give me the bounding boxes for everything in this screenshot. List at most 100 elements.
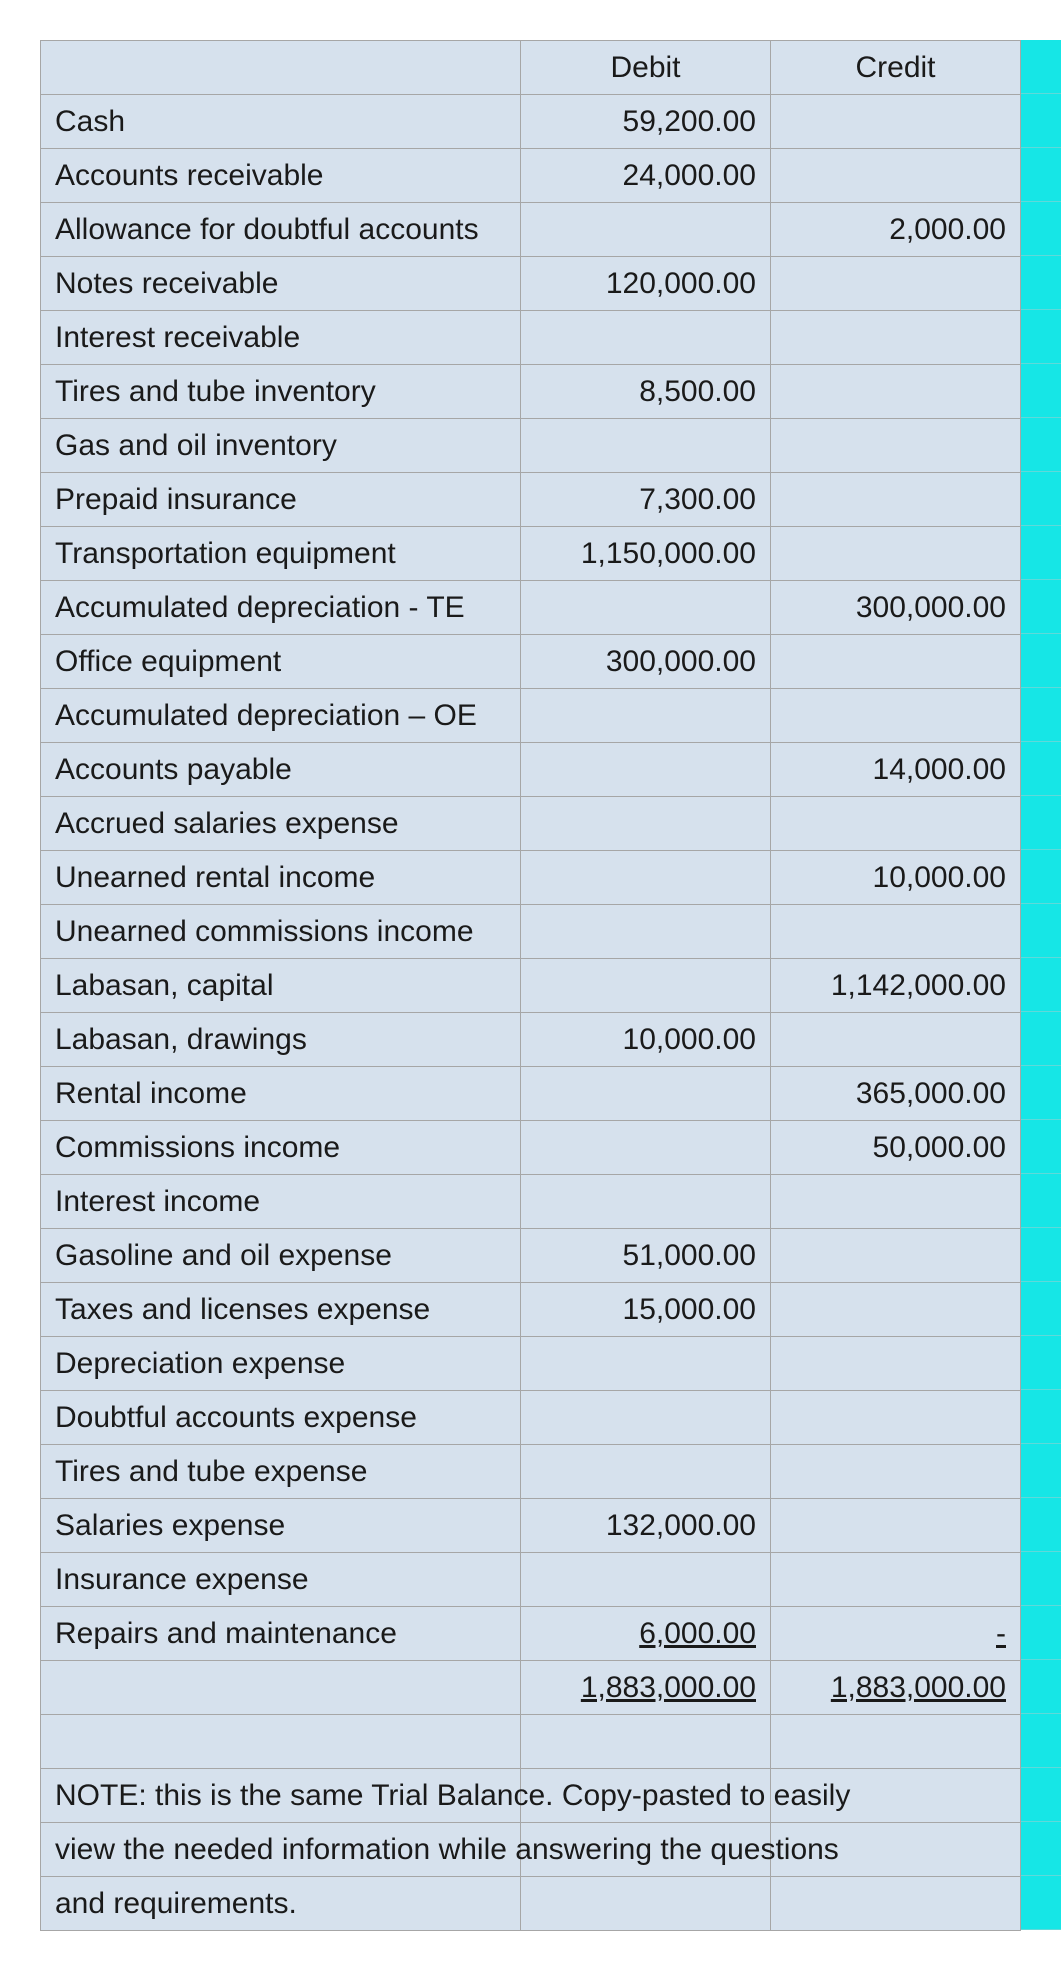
debit-cell: 15,000.00 xyxy=(521,1283,771,1337)
edge-cell xyxy=(1021,742,1061,796)
account-cell: Labasan, drawings xyxy=(41,1013,521,1067)
note-cell: view the needed information while answer… xyxy=(41,1823,521,1877)
account-cell: Commissions income xyxy=(41,1121,521,1175)
credit-cell xyxy=(771,797,1021,851)
credit-cell: 14,000.00 xyxy=(771,743,1021,797)
debit-cell: 59,200.00 xyxy=(521,95,771,149)
debit-cell xyxy=(521,905,771,959)
credit-cell xyxy=(771,419,1021,473)
account-cell: Repairs and maintenance xyxy=(41,1607,521,1661)
debit-cell: 24,000.00 xyxy=(521,149,771,203)
debit-cell xyxy=(521,1391,771,1445)
credit-cell xyxy=(771,365,1021,419)
credit-cell xyxy=(771,1337,1021,1391)
edge-cell xyxy=(1021,904,1061,958)
table-row: Transportation equipment1,150,000.00 xyxy=(41,527,1021,581)
debit-cell xyxy=(521,311,771,365)
edge-cell xyxy=(1021,634,1061,688)
debit-cell xyxy=(521,743,771,797)
note-text: NOTE: this is the same Trial Balance. Co… xyxy=(55,1769,520,1822)
debit-cell xyxy=(521,851,771,905)
edge-cell xyxy=(1021,1660,1061,1714)
credit-cell xyxy=(771,905,1021,959)
table-row: Depreciation expense xyxy=(41,1337,1021,1391)
table-row: Accrued salaries expense xyxy=(41,797,1021,851)
credit-cell xyxy=(771,689,1021,743)
account-cell: Unearned rental income xyxy=(41,851,521,905)
table-row: Labasan, drawings10,000.00 xyxy=(41,1013,1021,1067)
table-row: Prepaid insurance7,300.00 xyxy=(41,473,1021,527)
table-row: Gasoline and oil expense51,000.00 xyxy=(41,1229,1021,1283)
note-row: NOTE: this is the same Trial Balance. Co… xyxy=(41,1769,1021,1823)
note-text: and requirements. xyxy=(55,1877,520,1930)
table-row: Office equipment300,000.00 xyxy=(41,635,1021,689)
edge-cell xyxy=(1021,1120,1061,1174)
account-cell: Interest receivable xyxy=(41,311,521,365)
table-row: Accumulated depreciation – OE xyxy=(41,689,1021,743)
credit-cell: 300,000.00 xyxy=(771,581,1021,635)
edge-cell xyxy=(1021,796,1061,850)
account-cell: Prepaid insurance xyxy=(41,473,521,527)
edge-cell xyxy=(1021,472,1061,526)
debit-cell xyxy=(521,797,771,851)
empty-cell xyxy=(521,1715,771,1769)
edge-cell xyxy=(1021,94,1061,148)
credit-cell xyxy=(771,1391,1021,1445)
edge-cell xyxy=(1021,580,1061,634)
trial-balance-table: Debit Credit Cash59,200.00Accounts recei… xyxy=(40,40,1021,1931)
account-cell: Notes receivable xyxy=(41,257,521,311)
table-row: Doubtful accounts expense xyxy=(41,1391,1021,1445)
table-row: Interest receivable xyxy=(41,311,1021,365)
credit-cell: 1,142,000.00 xyxy=(771,959,1021,1013)
empty-cell xyxy=(771,1715,1021,1769)
credit-cell xyxy=(771,1175,1021,1229)
debit-cell: 1,150,000.00 xyxy=(521,527,771,581)
edge-cell xyxy=(1021,1390,1061,1444)
credit-cell xyxy=(771,149,1021,203)
debit-cell xyxy=(521,581,771,635)
edge-cell xyxy=(1021,418,1061,472)
credit-cell xyxy=(771,1013,1021,1067)
account-cell: Tires and tube inventory xyxy=(41,365,521,419)
table-row: Labasan, capital 1,142,000.00 xyxy=(41,959,1021,1013)
account-cell: Accumulated depreciation – OE xyxy=(41,689,521,743)
debit-cell: 8,500.00 xyxy=(521,365,771,419)
table-row: Unearned rental income10,000.00 xyxy=(41,851,1021,905)
credit-cell xyxy=(771,1229,1021,1283)
header-credit: Credit xyxy=(771,41,1021,95)
account-cell: Doubtful accounts expense xyxy=(41,1391,521,1445)
edge-cell xyxy=(1021,1444,1061,1498)
table-row: Accumulated depreciation - TE300,000.00 xyxy=(41,581,1021,635)
table-row: Accounts receivable24,000.00 xyxy=(41,149,1021,203)
debit-cell: 10,000.00 xyxy=(521,1013,771,1067)
table-row: Taxes and licenses expense15,000.00 xyxy=(41,1283,1021,1337)
edge-cell xyxy=(1021,148,1061,202)
edge-cell xyxy=(1021,1714,1061,1768)
account-cell: Labasan, capital xyxy=(41,959,521,1013)
debit-cell xyxy=(521,1175,771,1229)
spreadsheet-region: Debit Credit Cash59,200.00Accounts recei… xyxy=(0,0,1062,1971)
debit-cell xyxy=(521,959,771,1013)
note-cell: and requirements. xyxy=(41,1877,521,1931)
account-cell: Office equipment xyxy=(41,635,521,689)
credit-cell xyxy=(771,1445,1021,1499)
account-cell: Transportation equipment xyxy=(41,527,521,581)
debit-total: 1,883,000.00 xyxy=(521,1661,771,1715)
edge-cell xyxy=(1021,1228,1061,1282)
table-row: Unearned commissions income xyxy=(41,905,1021,959)
table-row: Insurance expense xyxy=(41,1553,1021,1607)
edge-cell xyxy=(1021,1768,1061,1822)
table-row: Tires and tube expense xyxy=(41,1445,1021,1499)
edge-cell xyxy=(1021,1822,1061,1876)
debit-cell xyxy=(521,689,771,743)
account-cell: Interest income xyxy=(41,1175,521,1229)
edge-cell xyxy=(1021,256,1061,310)
debit-cell: 300,000.00 xyxy=(521,635,771,689)
account-cell: Rental income xyxy=(41,1067,521,1121)
empty-cell xyxy=(41,1715,521,1769)
edge-cell xyxy=(1021,1066,1061,1120)
credit-cell: 50,000.00 xyxy=(771,1121,1021,1175)
header-account xyxy=(41,41,521,95)
credit-cell: 2,000.00 xyxy=(771,203,1021,257)
account-cell: Salaries expense xyxy=(41,1499,521,1553)
